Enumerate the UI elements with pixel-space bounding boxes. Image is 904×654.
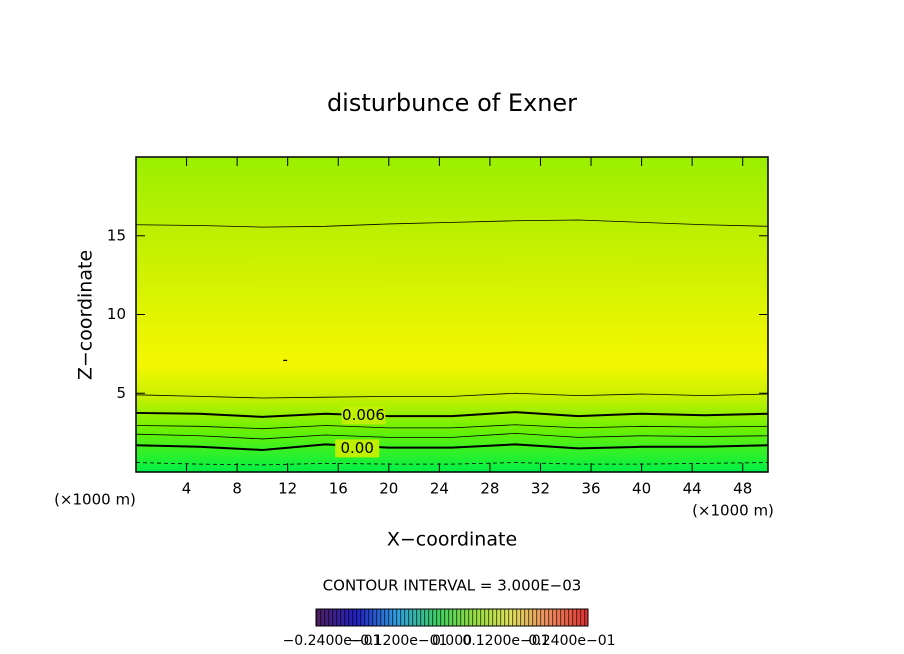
contour-label: 0.006 [342, 406, 385, 424]
x-tick-label: 20 [379, 480, 398, 498]
contour-line [135, 433, 769, 440]
colorbar-label: 0.000 [432, 633, 472, 649]
colorbar-label: −0.1200e−01 [349, 633, 448, 649]
x-tick-label: 8 [232, 480, 242, 498]
x-tick-label: 28 [480, 480, 499, 498]
x-tick-label: 24 [430, 480, 449, 498]
x-tick-label: 16 [329, 480, 348, 498]
contour-line [135, 462, 769, 466]
contour-field [136, 157, 768, 472]
y-tick-label: 15 [107, 226, 126, 244]
colorbar-label: 0.2400e−01 [528, 633, 615, 649]
contour-line [135, 411, 769, 418]
contour-line [135, 219, 769, 228]
contour-label: 0.00 [340, 439, 373, 457]
y-axis-label: Z−coordinate [75, 250, 97, 380]
y-tick-label: 10 [107, 305, 126, 323]
colorbar-label: 0.1200e−01 [462, 633, 549, 649]
x-tick-label: 12 [278, 480, 297, 498]
chart-title: disturbunce of Exner [327, 89, 577, 117]
y-unit: (×1000 m) [54, 491, 136, 509]
y-tick-label: 5 [116, 384, 126, 402]
x-tick-label: 36 [581, 480, 600, 498]
contour-interval: CONTOUR INTERVAL = 3.000E−03 [323, 577, 582, 595]
x-tick-label: 48 [733, 480, 752, 498]
contour-label: - [282, 351, 287, 369]
contour-line [135, 392, 769, 399]
contour-label-bg [341, 406, 386, 425]
x-tick-label: 32 [531, 480, 550, 498]
x-tick-label: 44 [683, 480, 702, 498]
plot-area: 0.006 0.00 - [135, 219, 769, 466]
x-unit: (×1000 m) [692, 502, 774, 520]
contour-label-bg [335, 439, 380, 458]
x-axis-label: X−coordinate [387, 529, 517, 551]
contour-line [135, 424, 769, 430]
contour-line [135, 443, 769, 451]
colorbar-stripes [315, 608, 589, 627]
colorbar-label: −0.2400e−01 [283, 633, 382, 649]
x-tick-label: 4 [182, 480, 192, 498]
x-tick-label: 40 [632, 480, 651, 498]
